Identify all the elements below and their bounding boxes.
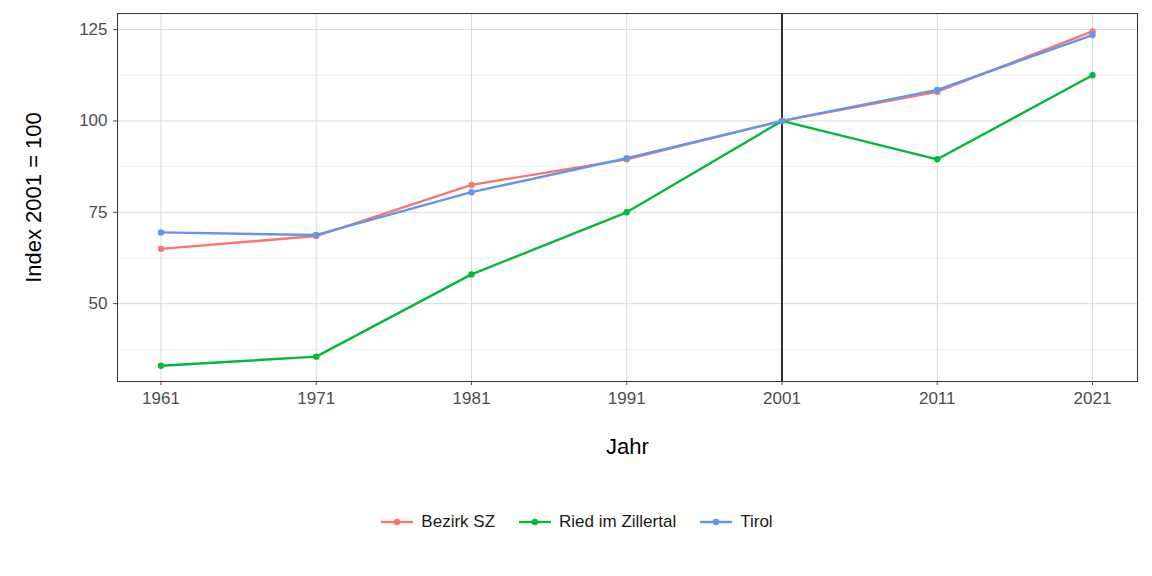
svg-text:1971: 1971 bbox=[297, 389, 335, 408]
svg-text:125: 125 bbox=[79, 20, 107, 39]
svg-text:Index 2001 = 100: Index 2001 = 100 bbox=[21, 112, 46, 283]
svg-text:100: 100 bbox=[79, 111, 107, 130]
svg-text:50: 50 bbox=[89, 294, 108, 313]
svg-text:2001: 2001 bbox=[763, 389, 801, 408]
svg-text:75: 75 bbox=[89, 203, 108, 222]
svg-text:2011: 2011 bbox=[919, 389, 956, 408]
html-text:Bezirk SZ: Bezirk SZ bbox=[421, 512, 495, 531]
html-text:Tirol: Tirol bbox=[740, 512, 773, 531]
html-text:Ried im Zillertal: Ried im Zillertal bbox=[559, 512, 677, 531]
svg-text:1991: 1991 bbox=[608, 389, 646, 408]
svg-text:1981: 1981 bbox=[453, 389, 491, 408]
svg-text:1961: 1961 bbox=[142, 389, 180, 408]
svg-text:2021: 2021 bbox=[1074, 389, 1112, 408]
svg-text:Jahr: Jahr bbox=[606, 434, 649, 459]
